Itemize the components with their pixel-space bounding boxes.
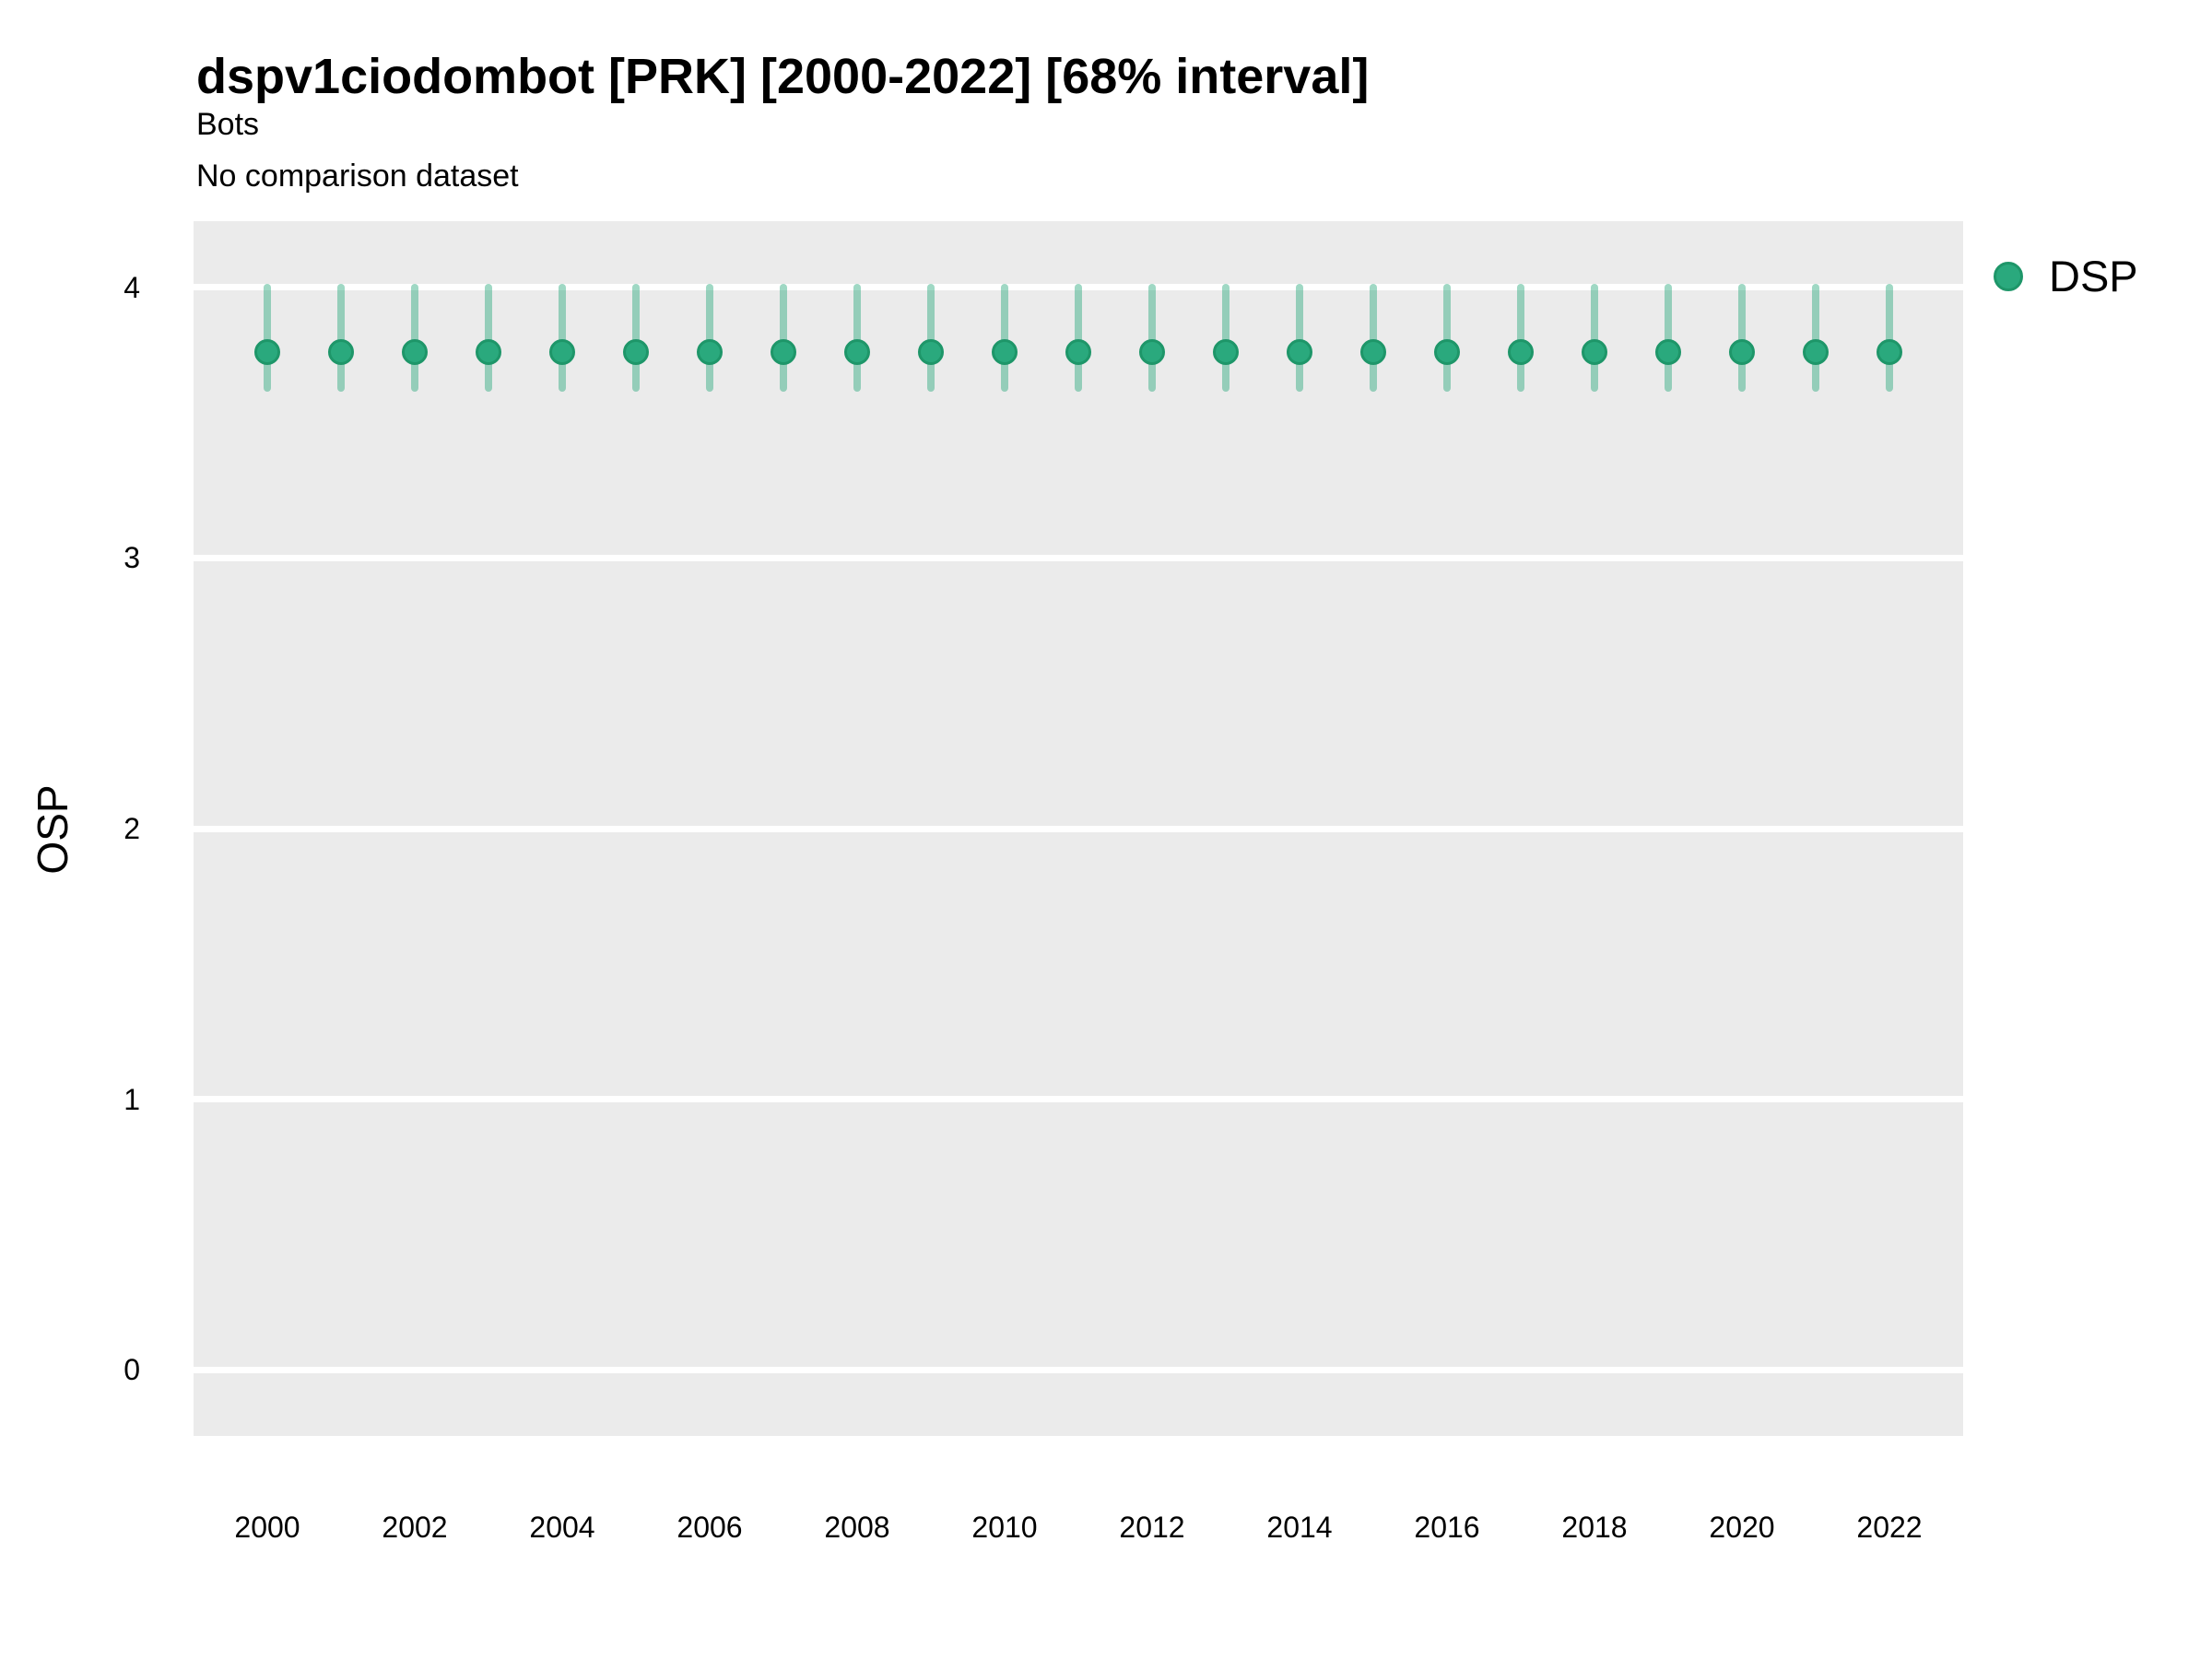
data-point (1287, 339, 1312, 366)
y-tick-label: 3 (124, 541, 140, 575)
interval-bar (1517, 283, 1524, 392)
interval-bar (1738, 283, 1746, 392)
interval-bar (411, 283, 418, 392)
data-point (1139, 339, 1165, 366)
plot-panel (194, 221, 1963, 1436)
y-tick-label: 2 (124, 812, 140, 845)
interval-bar (632, 283, 640, 392)
data-point (1877, 339, 1902, 366)
interval-bar (1075, 283, 1082, 392)
data-point (1360, 339, 1386, 366)
major-gridline (194, 825, 1963, 832)
data-point (697, 339, 723, 366)
interval-bar (1665, 283, 1672, 392)
interval-bar (927, 283, 935, 392)
x-tick-label: 2022 (1856, 1511, 1923, 1544)
y-axis-title: OSP (29, 784, 76, 875)
interval-bar (1886, 283, 1893, 392)
data-point (623, 339, 649, 366)
interval-bar (559, 283, 566, 392)
data-point (254, 339, 280, 366)
data-point (992, 339, 1018, 366)
data-point (1582, 339, 1607, 366)
data-point (549, 339, 575, 366)
interval-bar (337, 283, 345, 392)
interval-bar (1443, 283, 1451, 392)
major-gridline (194, 554, 1963, 561)
legend: DSP (1994, 254, 2138, 298)
interval-bar (485, 283, 492, 392)
data-point (1065, 339, 1091, 366)
y-tick-label: 4 (124, 270, 140, 304)
data-point (476, 339, 501, 366)
x-tick-label: 2020 (1709, 1511, 1775, 1544)
major-gridline (194, 1096, 1963, 1103)
x-tick-label: 2016 (1414, 1511, 1480, 1544)
x-tick-label: 2006 (677, 1511, 743, 1544)
data-point (1655, 339, 1681, 366)
comparison-note: No comparison dataset (196, 159, 519, 194)
interval-bar (853, 283, 861, 392)
x-tick-label: 2002 (382, 1511, 448, 1544)
x-tick-label: 2008 (824, 1511, 890, 1544)
chart-title: dspv1ciodombot [PRK] [2000-2022] [68% in… (196, 49, 1370, 104)
data-point (1508, 339, 1534, 366)
interval-bar (1148, 283, 1156, 392)
x-tick-label: 2010 (971, 1511, 1038, 1544)
y-tick-label: 0 (124, 1353, 140, 1387)
x-tick-label: 2014 (1266, 1511, 1333, 1544)
y-tick-label: 1 (124, 1082, 140, 1116)
data-point (1803, 339, 1829, 366)
x-tick-label: 2012 (1119, 1511, 1185, 1544)
interval-bar (706, 283, 713, 392)
data-point (1434, 339, 1460, 366)
data-point (1213, 339, 1239, 366)
x-tick-label: 2004 (529, 1511, 595, 1544)
interval-bar (1222, 283, 1230, 392)
data-point (402, 339, 428, 366)
interval-bar (1812, 283, 1819, 392)
interval-bar (1591, 283, 1598, 392)
x-tick-label: 2000 (234, 1511, 300, 1544)
data-point (328, 339, 354, 366)
legend-point-icon (1994, 261, 2023, 291)
major-gridline (194, 1366, 1963, 1373)
interval-bar (780, 283, 787, 392)
major-gridline (194, 284, 1963, 291)
interval-bar (1001, 283, 1008, 392)
interval-bar (264, 283, 271, 392)
chart-subtitle: Bots (196, 107, 260, 142)
x-tick-label: 2018 (1561, 1511, 1628, 1544)
data-point (771, 339, 796, 366)
data-point (1729, 339, 1755, 366)
interval-bar (1296, 283, 1303, 392)
data-point (918, 339, 944, 366)
legend-label: DSP (2049, 252, 2138, 300)
data-point (844, 339, 870, 366)
interval-bar (1370, 283, 1377, 392)
